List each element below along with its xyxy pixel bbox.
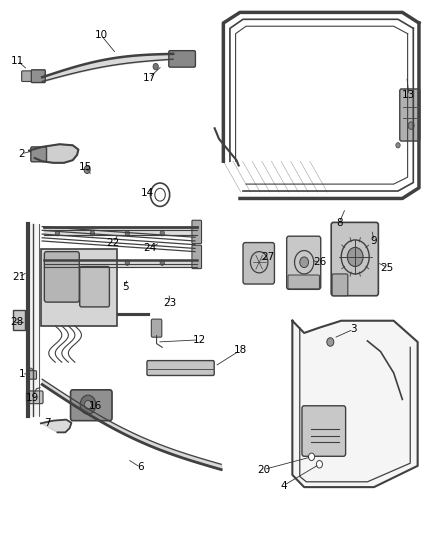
Text: 1: 1 — [18, 369, 25, 379]
FancyBboxPatch shape — [400, 89, 420, 141]
Text: 22: 22 — [107, 238, 120, 247]
Text: 11: 11 — [11, 56, 24, 66]
FancyBboxPatch shape — [31, 70, 45, 83]
Text: 21: 21 — [12, 272, 26, 282]
FancyBboxPatch shape — [31, 147, 46, 162]
Text: 14: 14 — [140, 188, 154, 198]
FancyBboxPatch shape — [13, 310, 25, 330]
FancyBboxPatch shape — [44, 252, 79, 302]
Polygon shape — [292, 321, 418, 487]
Text: 12: 12 — [193, 335, 206, 345]
Circle shape — [27, 368, 33, 375]
Circle shape — [125, 231, 130, 236]
Text: 9: 9 — [371, 236, 377, 246]
FancyBboxPatch shape — [147, 361, 214, 375]
FancyBboxPatch shape — [28, 224, 41, 416]
Text: 10: 10 — [95, 30, 108, 41]
FancyBboxPatch shape — [27, 370, 36, 379]
FancyBboxPatch shape — [26, 391, 43, 403]
FancyBboxPatch shape — [151, 319, 162, 337]
Text: 26: 26 — [313, 257, 326, 267]
Text: 27: 27 — [261, 252, 275, 262]
Text: 5: 5 — [122, 282, 128, 292]
Circle shape — [55, 231, 60, 236]
FancyBboxPatch shape — [192, 245, 201, 269]
Circle shape — [160, 260, 164, 265]
Text: 16: 16 — [89, 401, 102, 411]
Circle shape — [153, 63, 158, 70]
Circle shape — [316, 461, 322, 468]
Circle shape — [308, 453, 314, 461]
Text: 17: 17 — [142, 73, 156, 83]
FancyBboxPatch shape — [21, 71, 31, 82]
Text: 20: 20 — [257, 465, 270, 474]
Polygon shape — [29, 144, 78, 163]
Text: 18: 18 — [233, 345, 247, 356]
Circle shape — [396, 143, 400, 148]
Circle shape — [84, 166, 90, 173]
Circle shape — [90, 260, 95, 265]
FancyBboxPatch shape — [169, 51, 195, 67]
Text: 8: 8 — [336, 218, 343, 228]
FancyBboxPatch shape — [332, 274, 348, 296]
FancyBboxPatch shape — [288, 275, 319, 289]
Text: 7: 7 — [45, 418, 51, 429]
FancyBboxPatch shape — [41, 249, 117, 326]
Text: 15: 15 — [79, 161, 92, 172]
Text: 23: 23 — [163, 297, 177, 308]
Circle shape — [160, 231, 164, 236]
FancyBboxPatch shape — [192, 220, 201, 244]
FancyBboxPatch shape — [287, 236, 321, 289]
Circle shape — [347, 247, 363, 266]
Circle shape — [80, 395, 96, 414]
Text: 28: 28 — [11, 317, 24, 327]
Circle shape — [300, 257, 308, 268]
Text: 2: 2 — [18, 149, 25, 159]
Circle shape — [125, 260, 130, 265]
FancyBboxPatch shape — [331, 222, 378, 296]
FancyBboxPatch shape — [302, 406, 346, 456]
Text: 6: 6 — [137, 463, 144, 472]
Circle shape — [55, 260, 60, 265]
FancyBboxPatch shape — [71, 390, 112, 421]
Text: 4: 4 — [280, 481, 287, 490]
FancyBboxPatch shape — [243, 243, 275, 284]
Text: 13: 13 — [402, 90, 416, 100]
Text: 25: 25 — [381, 263, 394, 272]
Text: 19: 19 — [25, 393, 39, 403]
Text: 3: 3 — [350, 324, 357, 334]
Circle shape — [327, 338, 334, 346]
Circle shape — [408, 122, 414, 130]
Polygon shape — [41, 419, 71, 432]
FancyBboxPatch shape — [80, 266, 110, 307]
Circle shape — [85, 400, 92, 409]
Text: 24: 24 — [143, 243, 157, 253]
Circle shape — [90, 231, 95, 236]
